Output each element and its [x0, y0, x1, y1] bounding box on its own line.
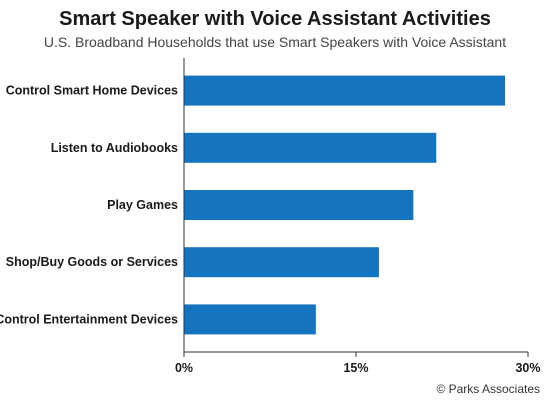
x-tick-label: 0%: [175, 361, 193, 375]
category-label: Play Games: [107, 198, 178, 212]
category-label: Control Entertainment Devices: [0, 312, 178, 326]
category-label: Control Smart Home Devices: [6, 84, 178, 98]
source-credit: © Parks Associates: [436, 382, 540, 396]
chart-subtitle: U.S. Broadband Households that use Smart…: [43, 34, 507, 50]
category-label: Listen to Audiobooks: [51, 141, 178, 155]
bar-control-entertainment-devices: [184, 304, 316, 335]
chart-title: Smart Speaker with Voice Assistant Activ…: [59, 8, 491, 30]
bar-play-games: [184, 190, 414, 220]
x-tick-label: 15%: [343, 361, 368, 375]
category-label: Shop/Buy Goods or Services: [6, 255, 178, 269]
x-tick-label: 30%: [515, 361, 540, 375]
bar-listen-to-audiobooks: [184, 132, 437, 163]
bar-control-smart-home-devices: [184, 75, 506, 106]
bar-shop-buy-goods-or-services: [184, 247, 379, 278]
